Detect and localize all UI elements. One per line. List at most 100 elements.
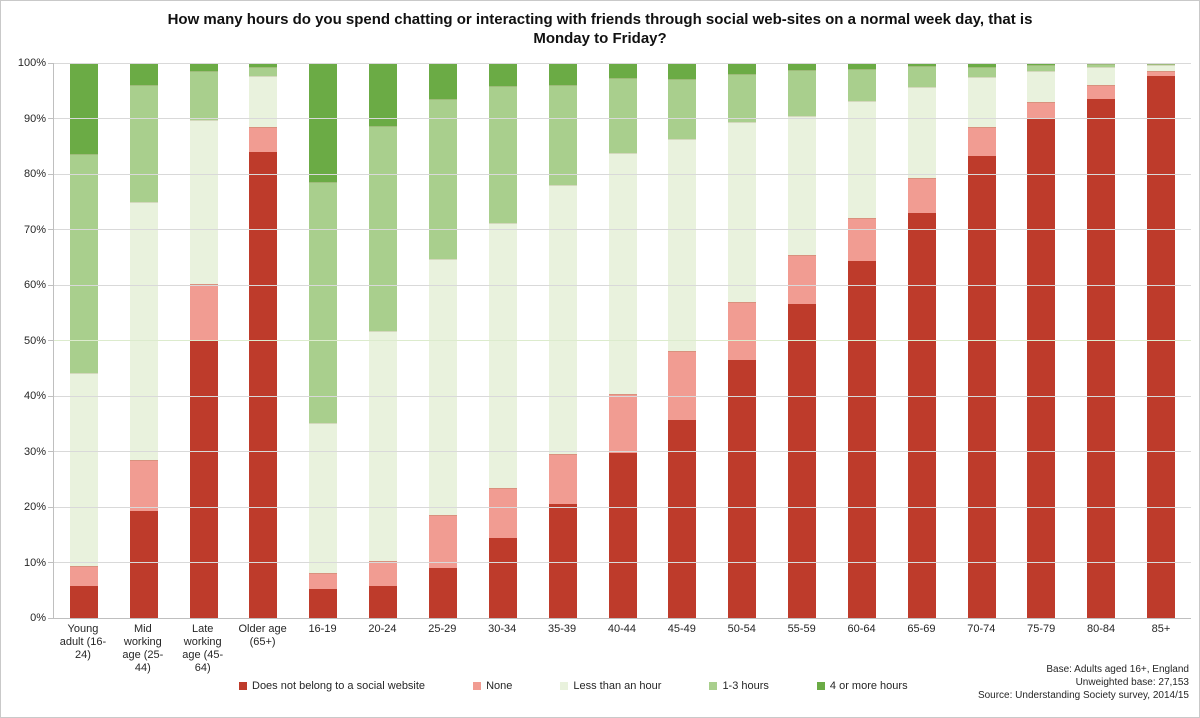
- segment: [129, 63, 158, 86]
- segment: [1027, 64, 1056, 72]
- gridline-70: [54, 229, 1191, 230]
- gridline-20: [54, 506, 1191, 508]
- segment: [907, 177, 936, 213]
- legend-label: 1-3 hours: [722, 680, 769, 692]
- segment: [189, 283, 218, 341]
- segment: [369, 125, 398, 331]
- x-axis-label-3: Late working age (45- 64): [182, 623, 224, 674]
- segment: [488, 85, 517, 224]
- segment: [488, 538, 517, 618]
- segment: [428, 514, 457, 568]
- segment: [129, 459, 158, 511]
- x-axis-label-6: 20-24: [368, 623, 397, 635]
- chart-title: How many hours do you spend chatting or …: [1, 10, 1199, 48]
- segment: [249, 66, 278, 76]
- bar-column-10: [593, 63, 653, 618]
- x-axis-label-8: 30-34: [488, 623, 517, 635]
- segment: [309, 589, 338, 618]
- gridline-30: [54, 451, 1191, 452]
- y-axis-label-80: 80%: [23, 168, 46, 180]
- segment: [967, 156, 996, 618]
- stacked-bar-8: [488, 63, 517, 618]
- y-axis-tick-70: [48, 229, 54, 230]
- legend-swatch-icon: [560, 682, 569, 690]
- segment: [369, 560, 398, 586]
- stacked-bar-1: [69, 63, 98, 618]
- stacked-bar-3: [189, 63, 218, 618]
- legend-label: 4 or more hours: [829, 680, 908, 692]
- segment: [189, 120, 218, 284]
- bar-column-5: [293, 63, 353, 618]
- x-axis-label-15: 65-69: [907, 623, 936, 635]
- stacked-bar-5: [309, 63, 338, 618]
- segment: [249, 126, 278, 152]
- y-axis-label-60: 60%: [23, 279, 46, 291]
- source-note-source: Source: Understanding Society survey, 20…: [977, 690, 1189, 701]
- x-axis-labels: Young adult (16- 24) Mid working age (25-…: [53, 623, 1191, 675]
- chart-title-line-2: Monday to Friday?: [533, 30, 667, 47]
- y-axis-tick-0: [48, 617, 54, 619]
- y-axis-tick-10: [48, 562, 54, 563]
- segment: [967, 66, 996, 77]
- segment: [967, 76, 996, 127]
- segment: [369, 585, 398, 618]
- legend-label: None: [486, 680, 513, 692]
- segment: [249, 63, 278, 67]
- bar-column-1: [54, 63, 114, 618]
- segment: [847, 63, 876, 69]
- segment: [1027, 101, 1056, 119]
- segment: [608, 394, 637, 454]
- gridline-50: [54, 340, 1191, 341]
- segment: [548, 85, 577, 186]
- segment: [847, 218, 876, 262]
- x-axis-label-18: 80-84: [1087, 623, 1116, 635]
- bar-column-19: [1131, 63, 1191, 618]
- gridline-10: [54, 562, 1191, 563]
- segment: [369, 330, 398, 561]
- source-note: Base: Adults aged 16+, England Unweighte…: [978, 663, 1189, 702]
- segment: [548, 503, 577, 618]
- gridline-90: [54, 118, 1191, 119]
- segment: [1147, 63, 1176, 66]
- gridline-0: [54, 617, 1191, 619]
- x-axis-label-13: 55-59: [787, 623, 816, 635]
- segment: [1027, 71, 1056, 102]
- segment: [668, 79, 697, 140]
- y-axis-tick-20: [48, 506, 54, 508]
- legend-swatch-icon: [473, 682, 482, 690]
- bar-column-2: [114, 63, 174, 618]
- segment: [488, 63, 517, 86]
- segment: [129, 85, 158, 202]
- segment: [668, 419, 697, 618]
- legend-item: Less than an hour: [560, 680, 661, 692]
- gridline-80: [54, 173, 1191, 175]
- source-note-unweighted: Unweighted base: 27,153: [1075, 677, 1189, 688]
- y-axis-label-90: 90%: [23, 112, 46, 125]
- y-axis-tick-100: [48, 62, 54, 64]
- y-axis-label-40: 40%: [23, 390, 46, 402]
- segment: [69, 372, 98, 566]
- segment: [668, 351, 697, 420]
- gridline-60: [54, 284, 1191, 286]
- legend-label: Does not belong to a social website: [252, 680, 426, 692]
- segment: [1087, 99, 1116, 618]
- plot-area: 0% 10% 20% 30% 40% 50% 60% 70% 80% 90% 100%: [18, 57, 1191, 624]
- stacked-bar-2: [129, 63, 158, 618]
- segment: [1087, 85, 1116, 100]
- x-axis-label-14: 60-64: [847, 623, 876, 635]
- segment: [1147, 70, 1176, 76]
- y-axis-tick-30: [48, 451, 54, 452]
- segment: [548, 453, 577, 504]
- segment: [728, 122, 757, 302]
- segment: [788, 304, 817, 618]
- x-axis-label-11: 45-49: [667, 623, 696, 635]
- segment: [847, 100, 876, 219]
- segment: [428, 567, 457, 618]
- segment: [608, 153, 637, 395]
- x-axis-label-1: Young adult (16- 24): [59, 623, 107, 661]
- stacked-bar-6: [369, 63, 398, 618]
- stacked-bar-12: [728, 63, 757, 618]
- x-axis-label-12: 50-54: [727, 623, 756, 635]
- segment: [309, 63, 338, 182]
